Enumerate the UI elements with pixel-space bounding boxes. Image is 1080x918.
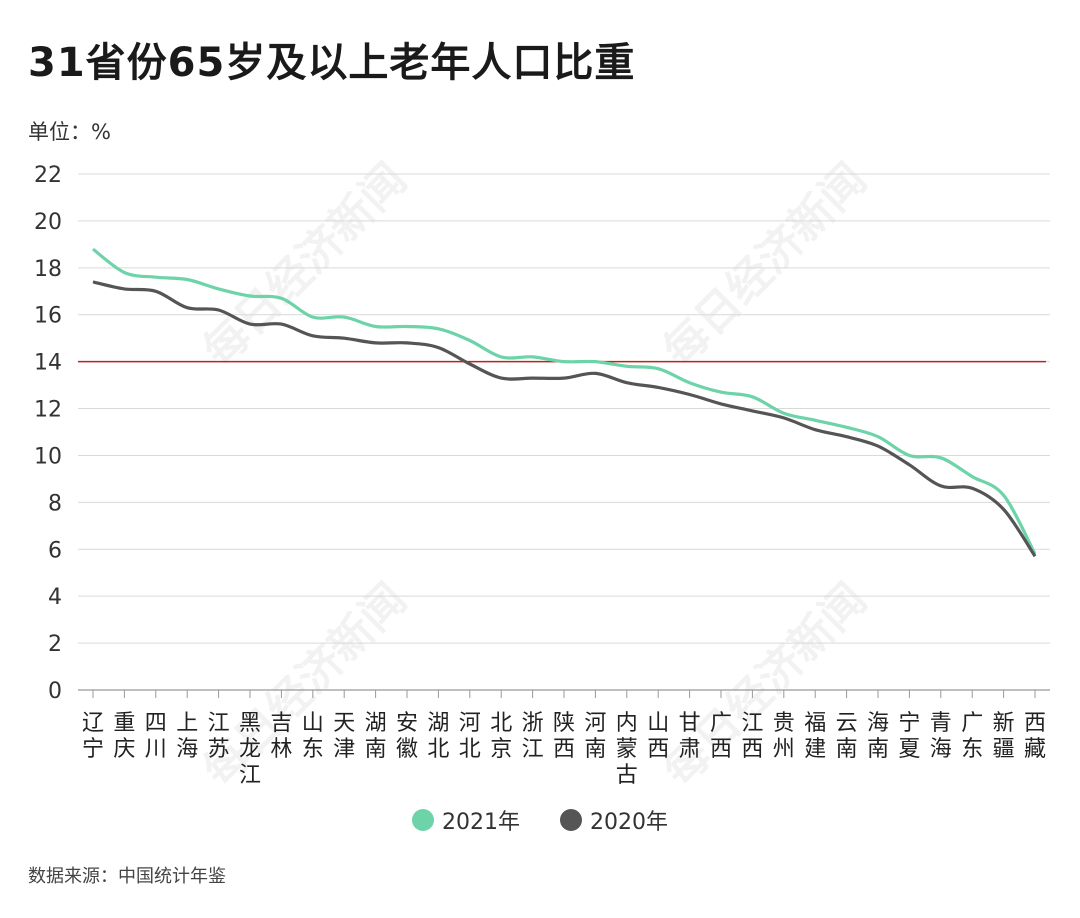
legend: 2021年 2020年 [0, 804, 1080, 836]
x-tick-label: 新 [993, 711, 1015, 736]
x-tick-label: 疆 [993, 737, 1015, 762]
x-tick-label: 河 [584, 711, 606, 736]
x-tick-label: 建 [804, 737, 826, 762]
x-tick-label: 西 [741, 737, 763, 762]
x-tick-label: 古 [616, 763, 638, 788]
x-tick-label: 安 [396, 711, 418, 736]
y-tick-label: 12 [34, 398, 62, 423]
y-tick-label: 18 [34, 257, 62, 282]
x-tick-label: 南 [584, 737, 606, 762]
x-tick-label: 福 [804, 711, 826, 736]
x-tick-label: 江 [239, 763, 261, 788]
x-tick-label: 江 [522, 737, 544, 762]
x-tick-label: 津 [333, 737, 355, 762]
x-tick-label: 浙 [522, 711, 544, 736]
x-tick-label: 西 [1024, 711, 1046, 736]
x-tick-label: 南 [365, 737, 387, 762]
x-tick-label: 藏 [1024, 737, 1046, 762]
x-tick-label: 西 [647, 737, 669, 762]
x-tick-label: 云 [836, 711, 858, 736]
x-tick-label: 山 [647, 711, 669, 736]
x-tick-label: 东 [961, 737, 983, 762]
x-tick-label: 川 [145, 737, 167, 762]
x-tick-label: 州 [773, 737, 795, 762]
x-tick-label: 上 [176, 711, 198, 736]
x-tick-label: 湖 [365, 711, 387, 736]
x-tick-label: 苏 [208, 737, 230, 762]
legend-swatch-2020 [560, 809, 582, 831]
x-tick-label: 青 [930, 711, 952, 736]
x-tick-label: 湖 [427, 711, 449, 736]
x-tick-label: 徽 [396, 737, 418, 762]
x-tick-label: 肃 [679, 737, 701, 762]
x-tick-label: 东 [302, 737, 324, 762]
x-tick-label: 贵 [773, 711, 795, 736]
x-tick-label: 北 [427, 737, 449, 762]
x-tick-label: 宁 [82, 737, 104, 762]
legend-swatch-2021 [412, 809, 434, 831]
x-tick-label: 重 [113, 711, 135, 736]
y-tick-label: 16 [34, 304, 62, 329]
x-tick-label: 南 [836, 737, 858, 762]
x-tick-label: 甘 [679, 711, 701, 736]
legend-item-2020: 2020年 [560, 804, 668, 836]
x-tick-label: 河 [459, 711, 481, 736]
x-tick-label: 山 [302, 711, 324, 736]
y-tick-label: 14 [34, 351, 62, 376]
x-tick-label: 蒙 [616, 737, 638, 762]
series-line-2020 [92, 280, 1037, 558]
x-tick-label: 海 [176, 737, 198, 762]
legend-label-2021: 2021年 [442, 810, 520, 835]
x-tick-label: 陕 [553, 711, 575, 736]
chart-title: 31省份65岁及以上老年人口比重 [28, 40, 636, 86]
y-tick-label: 20 [34, 210, 62, 235]
x-tick-label: 南 [867, 737, 889, 762]
x-tick-label: 庆 [113, 737, 135, 762]
x-tick-label: 吉 [270, 711, 292, 736]
x-tick-label: 广 [961, 711, 983, 736]
x-tick-label: 北 [459, 737, 481, 762]
x-tick-label: 林 [270, 737, 292, 762]
y-tick-label: 0 [48, 679, 62, 704]
x-tick-label: 广 [710, 711, 732, 736]
x-tick-label: 江 [741, 711, 763, 736]
x-tick-label: 黑 [239, 711, 261, 736]
x-tick-label: 京 [490, 737, 512, 762]
y-tick-label: 4 [48, 585, 62, 610]
x-tick-label: 夏 [898, 737, 920, 762]
series-line-2021 [92, 247, 1037, 555]
y-tick-label: 2 [48, 632, 62, 657]
legend-label-2020: 2020年 [590, 810, 668, 835]
x-tick-label: 辽 [82, 711, 104, 736]
unit-label: 单位：% [28, 120, 111, 144]
y-tick-label: 8 [48, 491, 62, 516]
y-tick-label: 22 [34, 163, 62, 188]
source-note: 数据来源：中国统计年鉴 [28, 866, 226, 887]
x-tick-label: 北 [490, 711, 512, 736]
x-tick-label: 海 [930, 737, 952, 762]
x-tick-label: 内 [616, 711, 638, 736]
legend-item-2021: 2021年 [412, 804, 520, 836]
x-tick-label: 海 [867, 711, 889, 736]
x-tick-label: 西 [710, 737, 732, 762]
y-tick-label: 6 [48, 538, 62, 563]
x-tick-label: 西 [553, 737, 575, 762]
x-tick-label: 天 [333, 711, 355, 736]
line-chart: 0246810121416182022辽宁重庆四川上海江苏黑龙江吉林山东天津湖南… [34, 163, 1050, 788]
x-tick-label: 四 [145, 711, 167, 736]
x-tick-label: 宁 [898, 711, 920, 736]
x-tick-label: 江 [208, 711, 230, 736]
x-tick-label: 龙 [239, 737, 261, 762]
y-tick-label: 10 [34, 444, 62, 469]
